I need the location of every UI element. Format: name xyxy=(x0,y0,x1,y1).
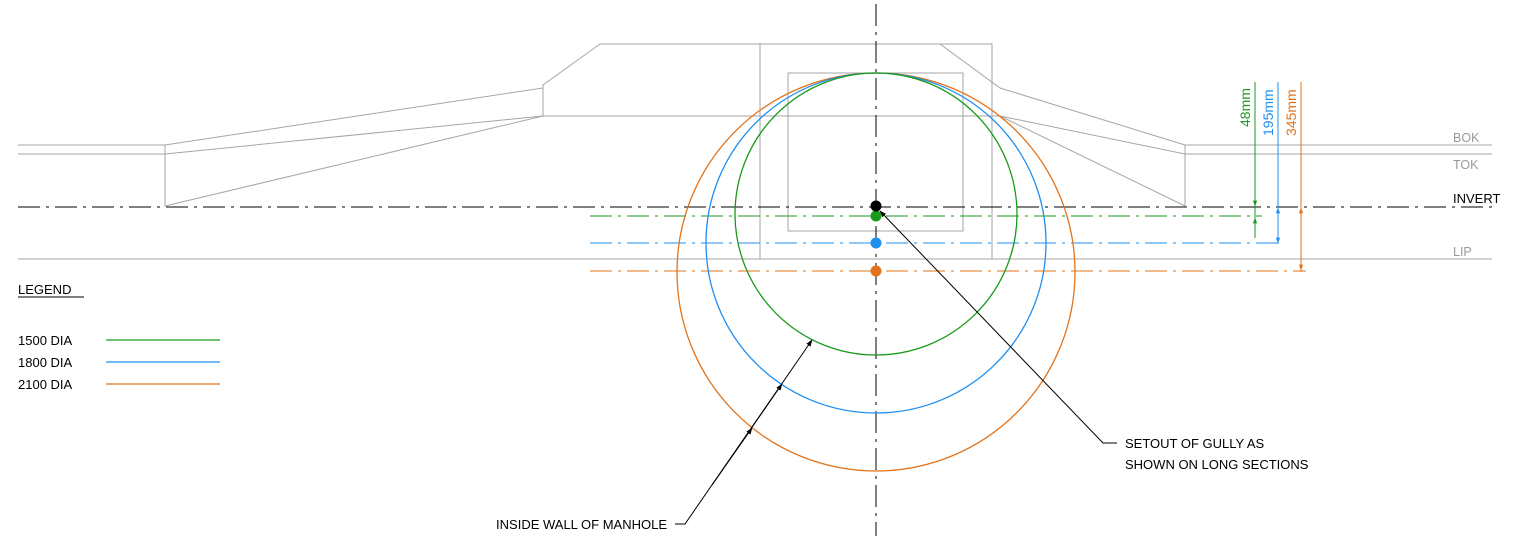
lip-label: LIP xyxy=(1453,245,1472,259)
green-dimension-text: 48mm xyxy=(1237,88,1253,127)
inside-wall-leader-arrow-3 xyxy=(711,427,753,486)
blue-dimension: 195mm xyxy=(1260,82,1281,244)
manhole-1500-circle xyxy=(734,72,1018,356)
green-dimension: 48mm xyxy=(1237,82,1258,238)
gully-setout-point xyxy=(870,200,882,212)
bok-line-left xyxy=(18,43,1492,146)
kerb-gully-outline xyxy=(18,43,1492,260)
orange-dimension: 345mm xyxy=(1283,82,1304,272)
invert-label: INVERT xyxy=(1453,191,1500,206)
gully-right-taper xyxy=(999,115,1186,207)
legend-item-2100: 2100 DIA xyxy=(18,377,220,392)
setout-leader-line xyxy=(879,210,1117,444)
setout-label-line1: SETOUT OF GULLY AS xyxy=(1125,436,1265,451)
gully-left-taper xyxy=(164,115,544,207)
legend-item-1800: 1800 DIA xyxy=(18,355,220,370)
inside-wall-leader: INSIDE WALL OF MANHOLE xyxy=(496,339,813,532)
orange-dimension-text: 345mm xyxy=(1283,89,1299,136)
tok-label: TOK xyxy=(1453,158,1479,172)
setout-leader: SETOUT OF GULLY AS SHOWN ON LONG SECTION… xyxy=(879,210,1309,472)
legend: LEGEND 1500 DIA 1800 DIA 2100 DIA xyxy=(18,282,220,392)
orange-centre-point xyxy=(870,265,882,277)
inside-wall-label: INSIDE WALL OF MANHOLE xyxy=(496,517,667,532)
legend-label-2100: 2100 DIA xyxy=(18,377,73,392)
blue-dimension-text: 195mm xyxy=(1260,89,1276,136)
legend-label-1800: 1800 DIA xyxy=(18,355,73,370)
bok-label: BOK xyxy=(1453,131,1480,145)
green-centre-point xyxy=(870,210,882,222)
inside-wall-leader-line xyxy=(675,339,813,525)
legend-item-1500: 1500 DIA xyxy=(18,333,220,348)
legend-label-1500: 1500 DIA xyxy=(18,333,73,348)
blue-centre-point xyxy=(870,237,882,249)
legend-title: LEGEND xyxy=(18,282,71,297)
tok-line-left xyxy=(18,115,1492,155)
setout-label-line2: SHOWN ON LONG SECTIONS xyxy=(1125,457,1309,472)
